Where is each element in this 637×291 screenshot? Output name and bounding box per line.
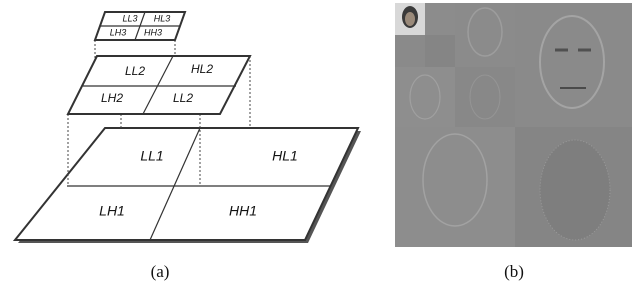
subband-image <box>395 35 425 67</box>
wavelet-pyramid: LL3 HL3 LH3 HH3 LL2 HL2 LH2 LL2 LL1 HL1 … <box>15 12 361 243</box>
wavelet-image <box>395 3 632 247</box>
figure: LL3 HL3 LH3 HH3 LL2 HL2 LH2 LL2 LL1 HL1 … <box>0 0 637 291</box>
band-label: LH1 <box>99 203 125 219</box>
band-label: HH3 <box>144 27 162 37</box>
band-label: LH2 <box>101 91 123 105</box>
face-edge <box>540 140 610 240</box>
band-label: LL1 <box>140 148 163 164</box>
level2-plane <box>68 56 250 114</box>
subband-image <box>395 67 455 127</box>
band-label: HL1 <box>272 148 298 164</box>
band-label: LL2 <box>173 91 193 105</box>
band-label: LL2 <box>125 64 145 78</box>
band-label: HL2 <box>191 62 213 76</box>
caption: (b) <box>504 262 524 281</box>
subband-image <box>425 3 455 35</box>
subband-image <box>455 67 515 127</box>
band-label: HH1 <box>229 203 257 219</box>
face <box>405 12 415 26</box>
band-label: HL3 <box>154 13 171 23</box>
caption: (a) <box>151 262 170 281</box>
subband-image <box>425 35 455 67</box>
level1-plane <box>15 128 358 240</box>
band-label: LL3 <box>122 13 137 23</box>
subband-image <box>395 127 515 247</box>
subband-image <box>455 3 515 67</box>
band-label: LH3 <box>110 27 127 37</box>
